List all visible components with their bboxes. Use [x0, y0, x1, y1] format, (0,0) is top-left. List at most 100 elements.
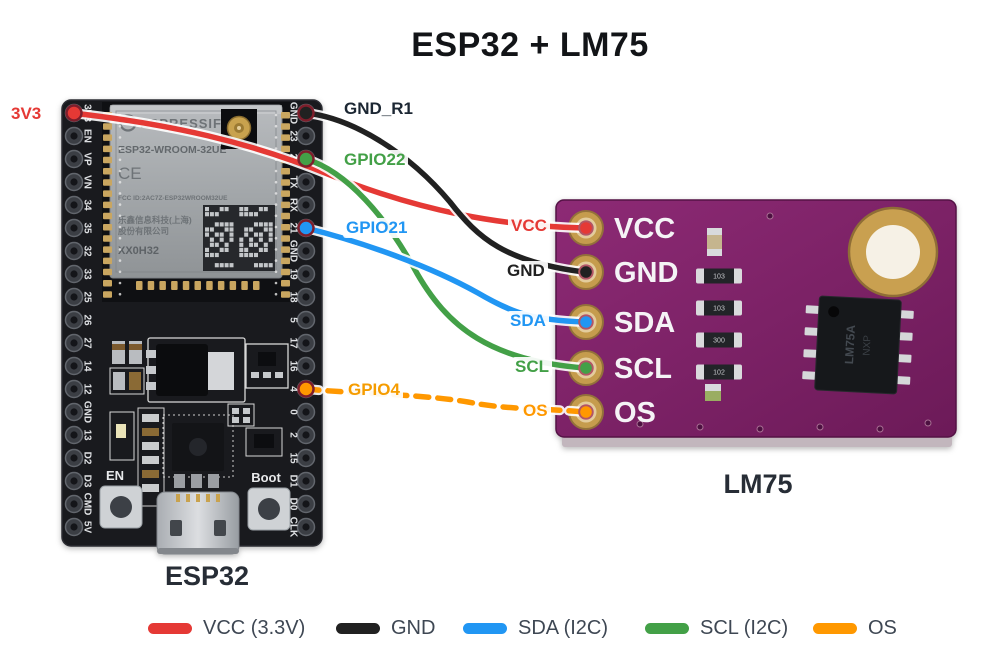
esp32-pin-label: 12 — [82, 383, 93, 395]
legend-label: SDA (I2C) — [518, 617, 609, 639]
esp32-pin-hole-center — [70, 155, 78, 163]
esp32-pin-label: 15 — [288, 452, 299, 464]
en-button-label: EN — [106, 468, 124, 483]
wire-label-scl: SCL — [512, 357, 552, 377]
esp32-pin-hole-center — [70, 293, 78, 301]
esp32-pin-label: 21 — [288, 222, 299, 234]
esp32-pin-label: VN — [82, 175, 93, 189]
legend-item: GND — [336, 616, 435, 640]
qr-code — [203, 205, 275, 271]
legend-label: GND — [391, 617, 436, 639]
esp32-pin-label: VP — [82, 152, 93, 166]
boot-button[interactable]: Boot — [247, 470, 291, 531]
esp32-pin-hole-center — [70, 339, 78, 347]
esp32-pin-dot — [297, 380, 315, 398]
esp32-pin-label: 26 — [82, 314, 93, 326]
lm75-pin-silkscreen-label: VCC — [614, 213, 675, 245]
esp32-caption: ESP32 — [164, 561, 250, 591]
esp32-pin-label: GND — [288, 102, 299, 124]
esp32-pin-label: D0 — [288, 498, 299, 511]
lm75-caption: LM75 — [723, 469, 793, 499]
lm75-pin-dot — [578, 404, 594, 420]
shield-fcc: FCC ID:2AC7Z-ESP32WROOM32UE — [118, 195, 228, 202]
power-led — [116, 424, 126, 438]
esp32-pin-label: D2 — [82, 452, 93, 465]
esp32-pin-label: 18 — [288, 291, 299, 303]
esp32-pin-label: RX — [288, 198, 299, 212]
lm75-pin-silkscreen-label: SCL — [614, 353, 672, 385]
esp32-pin-hole-center — [302, 408, 310, 416]
esp32-pin-hole-center — [302, 431, 310, 439]
esp32-pin-label: 14 — [82, 360, 93, 372]
esp32-pin-label: CMD — [82, 493, 93, 516]
esp32-pin-label: EN — [82, 129, 93, 143]
esp32-pin-label: 16 — [288, 360, 299, 372]
esp32-pin-label: GND — [288, 240, 299, 262]
connection-dots — [65, 104, 594, 420]
ce-mark: CE — [118, 164, 142, 183]
legend-swatch — [645, 622, 689, 634]
esp32-pin-hole-center — [302, 454, 310, 462]
esp32-pin-label: 25 — [82, 291, 93, 303]
esp32-pin-label: 23 — [288, 130, 299, 142]
esp32-pin-hole-center — [302, 201, 310, 209]
esp32-pin-hole-center — [70, 132, 78, 140]
legend-item: VCC (3.3V) — [148, 616, 305, 640]
esp32-board: ESPRESSIF ESP32-WROOM-32UE CE FCC ID:2AC… — [61, 99, 323, 555]
esp32-pin-hole-center — [302, 132, 310, 140]
esp32-pin-dot — [65, 104, 83, 122]
lm75-pin-dot — [578, 314, 594, 330]
wire-label-3v3: 3V3 — [8, 104, 45, 124]
esp32-pin-hole-center — [302, 362, 310, 370]
wire-gnd — [303, 110, 587, 275]
esp32-pin-hole-center — [302, 523, 310, 531]
en-button[interactable]: EN — [99, 468, 143, 529]
boot-button-label: Boot — [251, 470, 281, 485]
legend-swatch — [463, 622, 507, 634]
esp32-pin-hole-center — [70, 408, 78, 416]
esp32-pin-hole-center — [70, 270, 78, 278]
wire-label-gpio4: GPIO4 — [345, 380, 403, 400]
lm75-pin-dot — [578, 360, 594, 376]
esp32-pin-label: 35 — [82, 222, 93, 234]
lm75-pin-silkscreen-label: OS — [614, 397, 656, 429]
esp32-pin-hole-center — [302, 477, 310, 485]
esp32-pin-label: 34 — [82, 199, 93, 211]
esp32-pin-label: CLK — [288, 517, 299, 538]
esp32-pin-hole-center — [70, 431, 78, 439]
esp32-pin-dot — [297, 219, 315, 237]
resistor-code: 102 — [713, 370, 725, 377]
resistor-code: 103 — [713, 306, 725, 313]
shield-model: ESP32-WROOM-32UE — [118, 144, 227, 156]
lm75-pin-dot — [578, 220, 594, 236]
micro-usb-port[interactable] — [156, 491, 240, 555]
wire-label-gnd: GND — [504, 261, 548, 281]
esp32-pin-label: 32 — [82, 245, 93, 257]
lm75-pin-silkscreen-label: GND — [614, 257, 678, 289]
legend-swatch — [148, 622, 192, 634]
esp32-pin-hole-center — [302, 178, 310, 186]
esp32-pin-hole-center — [70, 385, 78, 393]
esp32-pin-label: D1 — [288, 475, 299, 488]
shield-lot: XX0H32 — [118, 245, 159, 257]
esp32-pin-label: 27 — [82, 337, 93, 349]
esp32-pin-hole-center — [70, 316, 78, 324]
resistor-code: 300 — [713, 338, 725, 345]
mounting-hole — [847, 206, 939, 298]
esp32-pin-hole-center — [302, 500, 310, 508]
lm75-board: 103 103 300 102 LM75A NXP VCC GND — [555, 199, 957, 447]
legend-item: OS — [813, 616, 897, 640]
esp32-pin-hole-center — [302, 293, 310, 301]
shield-cn-line1: 乐鑫信息科技(上海) — [118, 215, 192, 225]
esp32-pin-hole-center — [70, 247, 78, 255]
legend-label: VCC (3.3V) — [203, 617, 306, 639]
esp32-pin-label: 13 — [82, 429, 93, 441]
esp32-pin-label: 17 — [288, 337, 299, 349]
esp32-pin-dot — [297, 150, 315, 168]
lm75-resistors: 103 103 300 102 — [696, 268, 742, 380]
shield-cn-line2: 股份有限公司 — [118, 226, 169, 236]
chip-part-text: LM75A — [842, 324, 858, 364]
wire-label-os: OS — [520, 401, 551, 421]
esp32-pin-hole-center — [302, 270, 310, 278]
